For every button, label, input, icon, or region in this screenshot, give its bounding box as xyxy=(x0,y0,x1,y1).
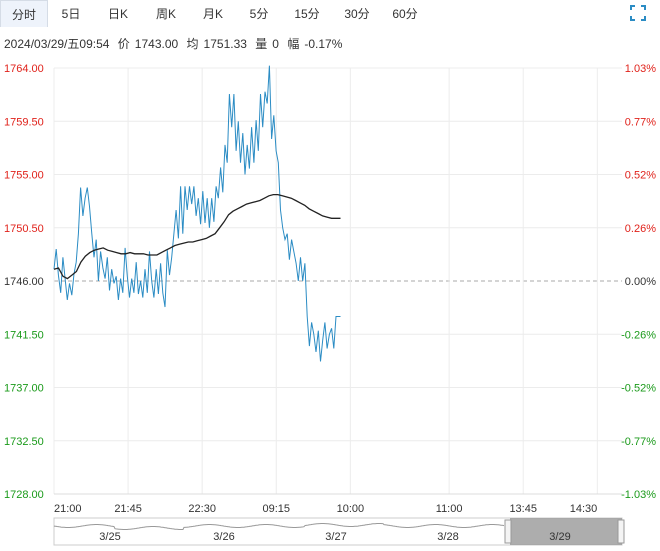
y-tick-label: 1759.50 xyxy=(4,116,44,128)
x-tick-label: 22:30 xyxy=(188,503,216,515)
price-label: 价 xyxy=(117,37,130,51)
y-percent-tick-label: 0.77% xyxy=(625,116,656,128)
navigator-date-label: 3/27 xyxy=(325,531,346,543)
change-value: -0.17% xyxy=(304,37,343,51)
x-tick-label: 10:00 xyxy=(337,503,365,515)
period-tabs: 分时 5日 日K 周K 月K 5分 15分 30分 60分 xyxy=(0,0,660,28)
tab-7[interactable]: 30分 xyxy=(344,7,370,21)
avg-line xyxy=(53,193,341,280)
tab-0[interactable]: 分时 xyxy=(0,0,48,27)
y-percent-tick-label: -0.77% xyxy=(621,436,656,448)
x-tick-label: 21:00 xyxy=(54,503,82,515)
tab-3[interactable]: 周K xyxy=(155,7,176,21)
tab-8[interactable]: 60分 xyxy=(392,7,418,21)
y-percent-tick-label: 0.52% xyxy=(625,170,656,182)
y-tick-label: 1728.00 xyxy=(4,489,44,501)
x-tick-label: 13:45 xyxy=(509,503,537,515)
tab-2[interactable]: 日K xyxy=(107,7,128,21)
x-tick-label: 21:45 xyxy=(114,503,142,515)
y-percent-tick-label: -0.52% xyxy=(621,383,656,395)
y-percent-tick-label: 1.03% xyxy=(625,63,656,75)
y-tick-label: 1741.50 xyxy=(4,329,44,341)
y-percent-tick-label: 0.00% xyxy=(625,276,656,288)
tab-1[interactable]: 5日 xyxy=(61,7,81,21)
change-label: 幅 xyxy=(287,37,300,51)
tab-6[interactable]: 15分 xyxy=(294,7,320,21)
navigator-handle-left xyxy=(504,519,512,544)
avg-value: 1751.33 xyxy=(203,37,247,51)
price-value: 1743.00 xyxy=(134,37,179,51)
volume-label: 量 xyxy=(255,37,268,51)
y-tick-label: 1746.00 xyxy=(4,276,44,288)
avg-label: 均 xyxy=(186,37,199,51)
quote-datetime: 2024/03/29/五09:54 xyxy=(4,37,110,51)
navigator-handle-right xyxy=(617,519,625,544)
navigator-date-label: 3/25 xyxy=(99,531,120,543)
navigator-selection xyxy=(510,518,622,545)
volume-value: 0 xyxy=(272,37,279,51)
navigator-date-label: 3/26 xyxy=(213,531,234,543)
navigator-line xyxy=(53,523,505,530)
x-tick-label: 11:00 xyxy=(436,503,463,515)
y-tick-label: 1750.50 xyxy=(4,223,44,235)
navigator-date-label: 3/29 xyxy=(549,531,570,543)
fullscreen-icon[interactable] xyxy=(630,5,646,21)
x-tick-label: 14:30 xyxy=(570,503,598,515)
x-tick-label: 09:15 xyxy=(262,503,290,515)
y-percent-tick-label: -1.03% xyxy=(621,489,656,501)
price-line xyxy=(53,65,341,362)
y-tick-label: 1755.00 xyxy=(4,170,44,182)
y-tick-label: 1764.00 xyxy=(4,63,44,75)
tab-4[interactable]: 月K xyxy=(202,7,223,21)
y-percent-tick-label: -0.26% xyxy=(621,329,656,341)
y-tick-label: 1737.00 xyxy=(4,383,44,395)
tab-5[interactable]: 5分 xyxy=(249,7,269,21)
y-tick-label: 1732.50 xyxy=(4,436,44,448)
navigator-date-label: 3/28 xyxy=(437,531,458,543)
y-percent-tick-label: 0.26% xyxy=(625,223,656,235)
